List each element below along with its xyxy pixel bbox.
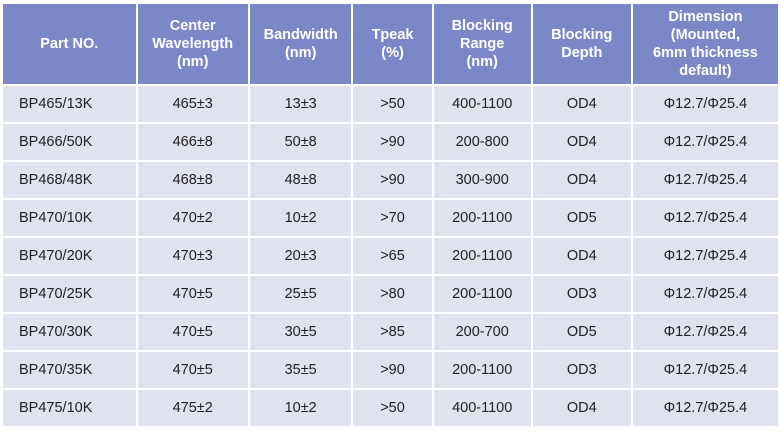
cell-blocking-depth: OD4	[532, 238, 631, 274]
table-row: BP470/25K 470±5 25±5 >80 200-1100 OD3 Φ12.7/Φ2…	[3, 276, 778, 312]
header-blocking-range: Blocking Range (nm)	[433, 4, 531, 84]
cell-dimension: Φ12.7/Φ25.4	[632, 200, 778, 236]
cell-tpeak: >50	[353, 390, 432, 426]
cell-bandwidth: 10±2	[249, 390, 352, 426]
header-text: Tpeak	[371, 27, 414, 43]
cell-part-no: BP470/35K	[3, 352, 136, 388]
cell-blocking-range: 200-800	[433, 124, 531, 160]
header-text: (Mounted,	[670, 27, 741, 43]
cell-blocking-range: 400-1100	[433, 390, 531, 426]
table-row: BP470/30K 470±5 30±5 >85 200-700 OD5 Φ12.7/Φ25…	[3, 314, 778, 350]
cell-blocking-range: 200-1100	[433, 238, 531, 274]
header-tpeak: Tpeak (%)	[353, 4, 432, 84]
header-text: (nm)	[176, 54, 209, 70]
cell-blocking-range: 200-700	[433, 314, 531, 350]
cell-blocking-range: 200-1100	[433, 352, 531, 388]
header-text: (nm)	[284, 45, 317, 61]
cell-center-wavelength: 470±3	[137, 238, 248, 274]
cell-tpeak: >90	[353, 352, 432, 388]
filter-spec-table: Part NO. Center Wavelength (nm) Bandwidth (nm…	[1, 2, 780, 428]
cell-blocking-depth: OD5	[532, 200, 631, 236]
cell-tpeak: >70	[353, 200, 432, 236]
cell-center-wavelength: 475±2	[137, 390, 248, 426]
header-text: Center	[169, 18, 216, 34]
cell-tpeak: >65	[353, 238, 432, 274]
cell-part-no: BP465/13K	[3, 86, 136, 122]
table-row: BP470/10K 470±2 10±2 >70 200-1100 OD5 Φ12.7/Φ2…	[3, 200, 778, 236]
cell-bandwidth: 48±8	[249, 162, 352, 198]
cell-bandwidth: 10±2	[249, 200, 352, 236]
header-part-no: Part NO.	[3, 4, 136, 84]
table-row: BP466/50K 466±8 50±8 >90 200-800 OD4 Φ12.7/Φ25…	[3, 124, 778, 160]
header-text: Bandwidth	[263, 27, 338, 43]
table-row: BP468/48K 468±8 48±8 >90 300-900 OD4 Φ12.7/Φ25…	[3, 162, 778, 198]
cell-part-no: BP475/10K	[3, 390, 136, 426]
header-text: (%)	[381, 45, 404, 61]
cell-part-no: BP470/25K	[3, 276, 136, 312]
header-text: Part NO.	[40, 36, 99, 52]
cell-blocking-range: 200-1100	[433, 276, 531, 312]
header-text: default)	[679, 63, 732, 79]
header-text: Blocking	[451, 18, 513, 34]
cell-dimension: Φ12.7/Φ25.4	[632, 390, 778, 426]
cell-tpeak: >90	[353, 162, 432, 198]
cell-part-no: BP470/20K	[3, 238, 136, 274]
cell-tpeak: >50	[353, 86, 432, 122]
table-row: BP470/35K 470±5 35±5 >90 200-1100 OD3 Φ12.7/Φ2…	[3, 352, 778, 388]
header-dimension: Dimension (Mounted, 6mm thickness default)	[632, 4, 778, 84]
cell-center-wavelength: 470±2	[137, 200, 248, 236]
cell-dimension: Φ12.7/Φ25.4	[632, 86, 778, 122]
cell-blocking-depth: OD4	[532, 390, 631, 426]
cell-center-wavelength: 470±5	[137, 276, 248, 312]
header-bandwidth: Bandwidth (nm)	[249, 4, 352, 84]
cell-part-no: BP470/10K	[3, 200, 136, 236]
header-text: Blocking	[551, 27, 613, 43]
cell-center-wavelength: 468±8	[137, 162, 248, 198]
cell-dimension: Φ12.7/Φ25.4	[632, 162, 778, 198]
cell-blocking-depth: OD4	[532, 124, 631, 160]
header-blocking-depth: Blocking Depth	[532, 4, 631, 84]
cell-dimension: Φ12.7/Φ25.4	[632, 238, 778, 274]
cell-bandwidth: 50±8	[249, 124, 352, 160]
cell-dimension: Φ12.7/Φ25.4	[632, 276, 778, 312]
cell-center-wavelength: 466±8	[137, 124, 248, 160]
cell-blocking-depth: OD4	[532, 162, 631, 198]
table-row: BP470/20K 470±3 20±3 >65 200-1100 OD4 Φ12.7/Φ2…	[3, 238, 778, 274]
header-text: Wavelength	[152, 36, 234, 52]
cell-bandwidth: 35±5	[249, 352, 352, 388]
header-text: Dimension	[668, 9, 743, 25]
cell-blocking-range: 400-1100	[433, 86, 531, 122]
cell-part-no: BP468/48K	[3, 162, 136, 198]
cell-dimension: Φ12.7/Φ25.4	[632, 124, 778, 160]
table-row: BP465/13K 465±3 13±3 >50 400-1100 OD4 Φ12.7/Φ2…	[3, 86, 778, 122]
cell-bandwidth: 25±5	[249, 276, 352, 312]
cell-bandwidth: 30±5	[249, 314, 352, 350]
cell-dimension: Φ12.7/Φ25.4	[632, 352, 778, 388]
cell-center-wavelength: 470±5	[137, 352, 248, 388]
cell-center-wavelength: 465±3	[137, 86, 248, 122]
cell-tpeak: >90	[353, 124, 432, 160]
header-text: 6mm thickness	[653, 45, 758, 61]
header-text: Range	[460, 36, 505, 52]
cell-tpeak: >80	[353, 276, 432, 312]
header-row: Part NO. Center Wavelength (nm) Bandwidth (nm…	[3, 4, 778, 84]
cell-bandwidth: 20±3	[249, 238, 352, 274]
cell-part-no: BP470/30K	[3, 314, 136, 350]
cell-bandwidth: 13±3	[249, 86, 352, 122]
cell-blocking-range: 300-900	[433, 162, 531, 198]
cell-center-wavelength: 470±5	[137, 314, 248, 350]
cell-dimension: Φ12.7/Φ25.4	[632, 314, 778, 350]
cell-blocking-depth: OD4	[532, 86, 631, 122]
cell-blocking-range: 200-1100	[433, 200, 531, 236]
cell-blocking-depth: OD3	[532, 352, 631, 388]
header-center-wavelength: Center Wavelength (nm)	[137, 4, 248, 84]
cell-tpeak: >85	[353, 314, 432, 350]
table-body: BP465/13K 465±3 13±3 >50 400-1100 OD4 Φ12.7/Φ2…	[3, 86, 778, 426]
header-text: (nm)	[466, 54, 498, 70]
cell-blocking-depth: OD5	[532, 314, 631, 350]
table-row: BP475/10K 475±2 10±2 >50 400-1100 OD4 Φ12.7/Φ2…	[3, 390, 778, 426]
cell-blocking-depth: OD3	[532, 276, 631, 312]
cell-part-no: BP466/50K	[3, 124, 136, 160]
header-text: Depth	[561, 45, 603, 61]
